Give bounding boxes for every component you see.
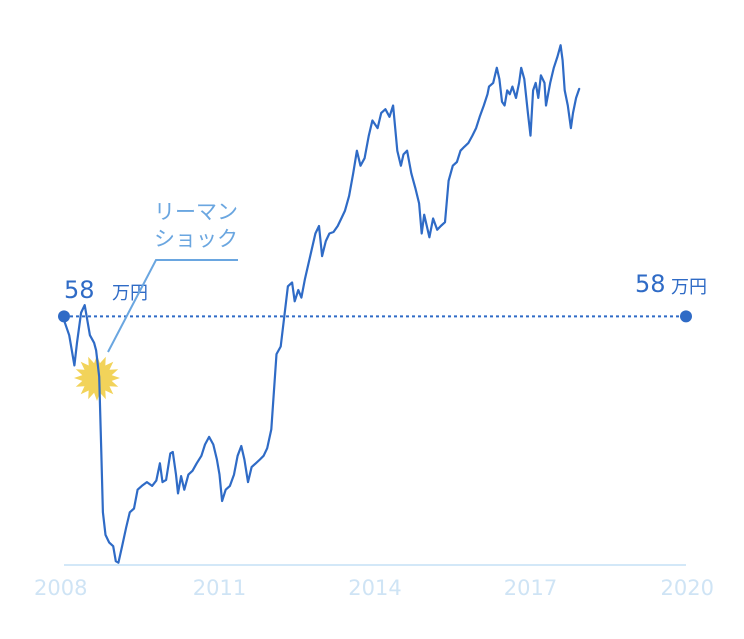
reference-left-unit: 万円 xyxy=(112,283,148,304)
annotation-callout-line xyxy=(107,259,238,353)
reference-end-dot xyxy=(680,310,692,323)
x-tick-label-2020: 2020 xyxy=(661,576,714,600)
reference-start-dot xyxy=(58,310,70,323)
annotation-label-line1: リーマン xyxy=(154,200,238,224)
x-tick-label-2014: 2014 xyxy=(348,576,401,600)
reference-right-value: 58 xyxy=(635,270,666,298)
event-burst-icon xyxy=(74,355,120,401)
x-tick-labels: 2008 2011 2014 2017 2020 xyxy=(34,576,714,600)
reference-left-value: 58 xyxy=(64,276,95,304)
x-tick-label-2008: 2008 xyxy=(34,576,87,600)
x-tick-label-2017: 2017 xyxy=(504,576,557,600)
series-line xyxy=(62,44,581,564)
reference-right-unit: 万円 xyxy=(671,277,707,298)
x-tick-label-2011: 2011 xyxy=(193,576,246,600)
event-annotation: リーマン ショック xyxy=(74,200,238,401)
annotation-label-line2: ショック xyxy=(154,227,238,251)
